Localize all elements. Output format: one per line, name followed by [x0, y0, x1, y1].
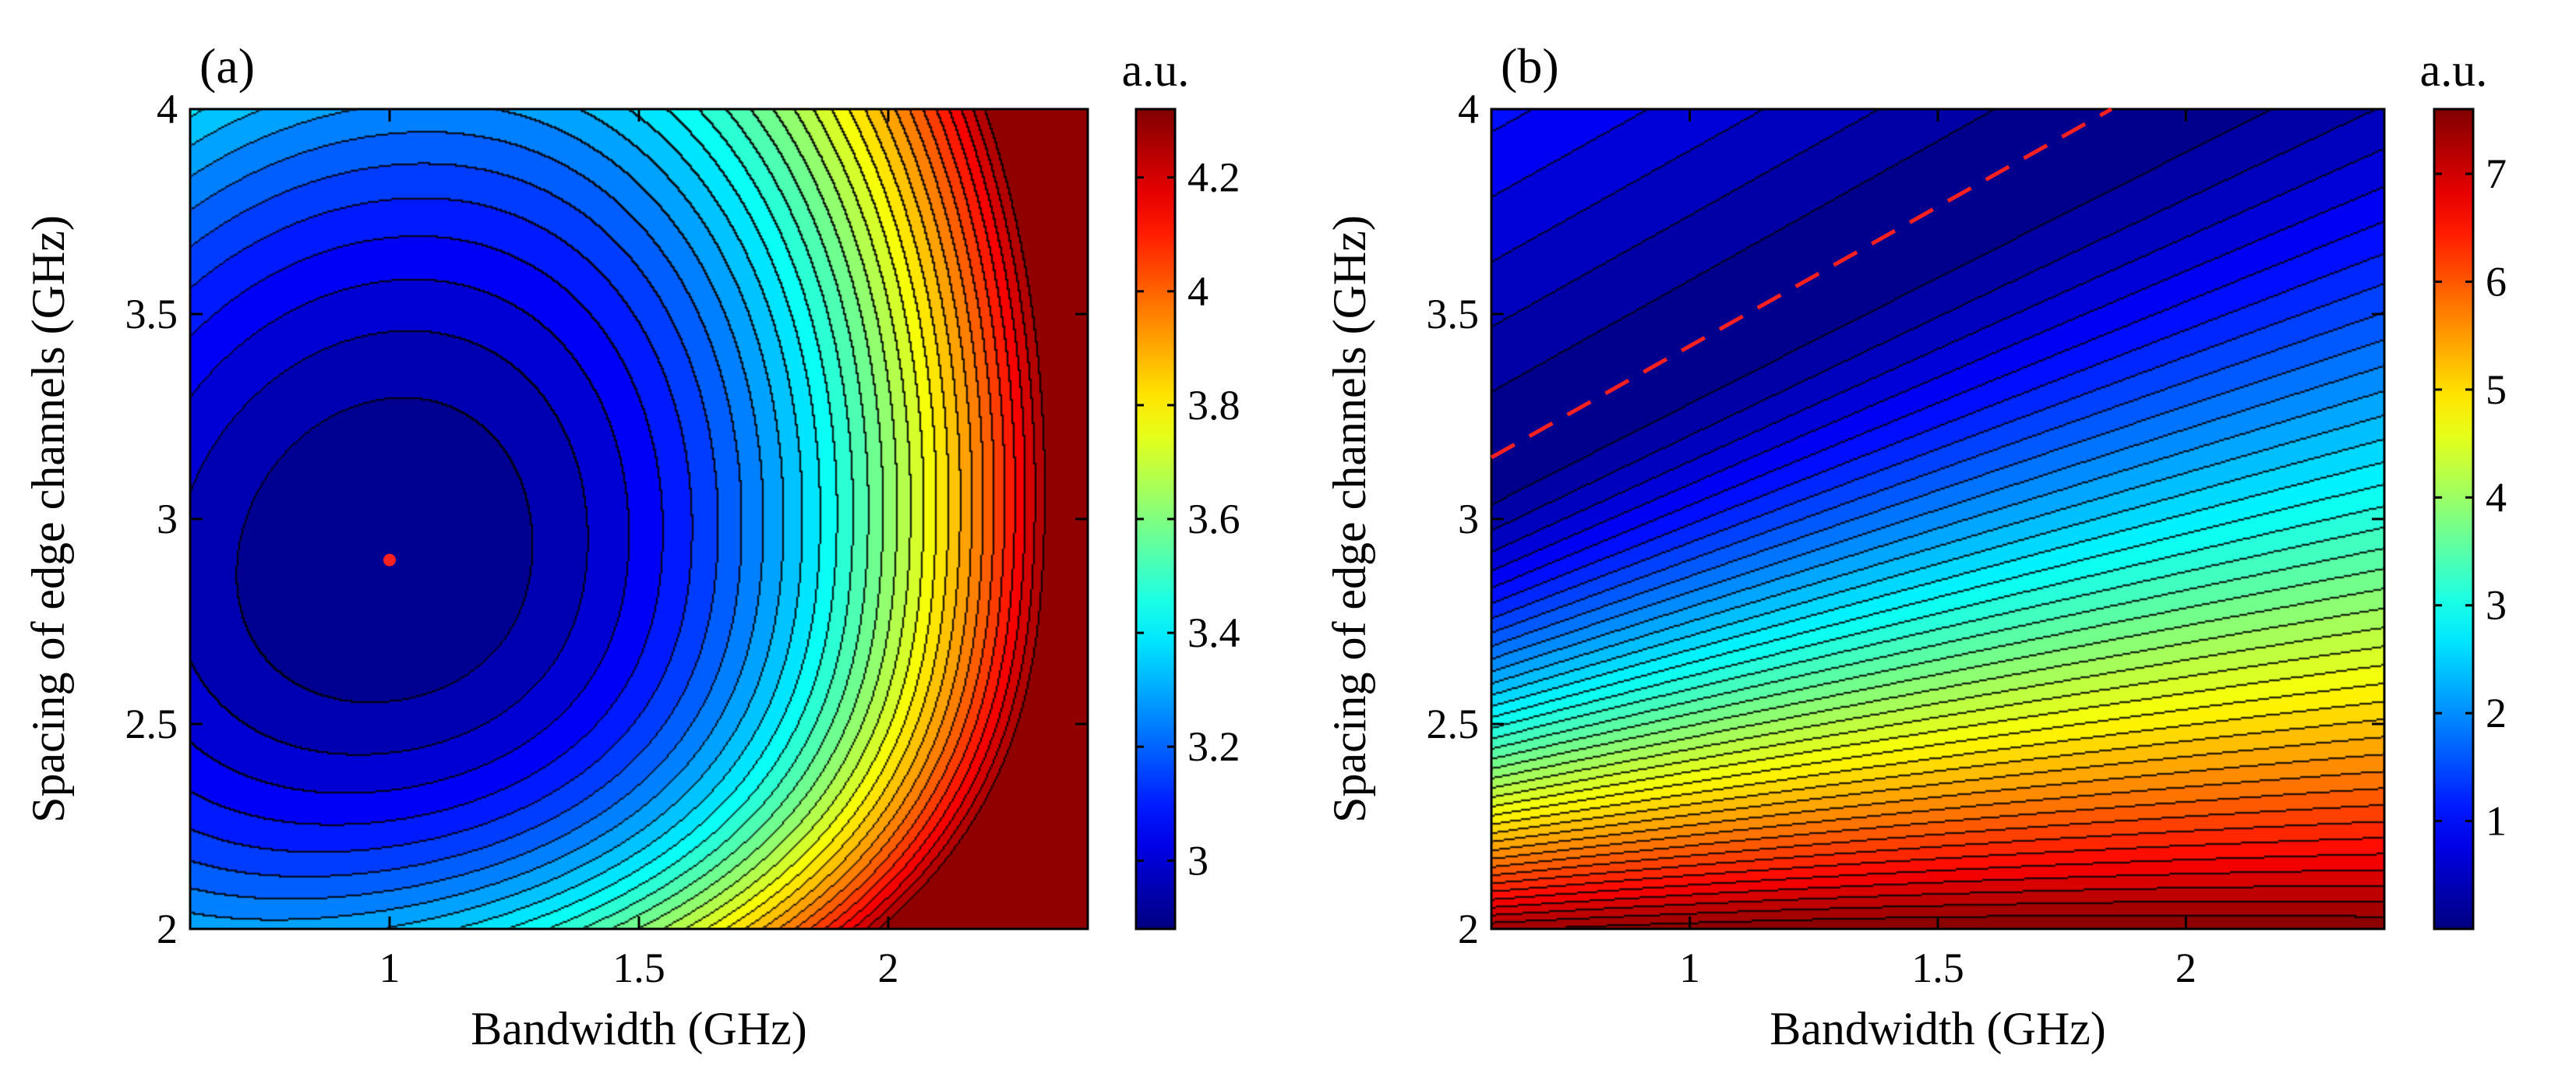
panel-a: 1 1.5 2 2 2.5 3 3.5 4 Bandwidth (GHz) Spacing of …	[23, 38, 1240, 1054]
x-tick-label: 2	[2175, 945, 2197, 991]
y-tick-label: 3	[157, 496, 178, 542]
colorbar-tick-label: 3	[1187, 837, 1209, 884]
colorbar-tick-label: 3.4	[1187, 609, 1240, 656]
y-tick-label: 4	[1458, 86, 1479, 132]
colorbar-tick-label: 5	[2486, 366, 2507, 413]
colorbar-tick-label: 6	[2486, 258, 2507, 305]
colorbar: 1 2 3 4 5 6 7 a.u.	[2420, 44, 2507, 930]
y-tick-label: 2.5	[125, 701, 178, 747]
colorbar-title: a.u.	[2420, 44, 2488, 96]
x-tick-label: 2	[878, 945, 899, 991]
colorbar-tick-label: 3.2	[1187, 723, 1240, 770]
colorbar-bar	[2433, 108, 2475, 930]
heatmap-image	[190, 109, 1088, 929]
optimum-marker	[383, 553, 396, 567]
colorbar-tick-label: 4.2	[1187, 154, 1240, 201]
colorbar-tick-label: 2	[2486, 690, 2507, 736]
colorbar: 3 3.2 3.4 3.6 3.8 4 4.2 a.u.	[1122, 44, 1240, 930]
y-axis-label: Spacing of edge channels (GHz)	[1324, 215, 1375, 823]
y-tick-label: 3	[1458, 496, 1479, 542]
x-tick-label: 1	[379, 945, 401, 991]
colorbar-tick-label: 1	[2486, 798, 2507, 845]
y-tick-label: 2.5	[1427, 701, 1480, 747]
colorbar-tick-label: 3	[2486, 582, 2507, 629]
y-tick-label: 3.5	[1427, 291, 1480, 337]
colorbar-tick-label: 4	[2486, 474, 2507, 521]
x-axis-label: Bandwidth (GHz)	[471, 1003, 807, 1054]
y-tick-label: 3.5	[125, 291, 178, 337]
panel-label: (a)	[199, 38, 255, 94]
heatmap-image	[1491, 109, 2384, 929]
x-axis-label: Bandwidth (GHz)	[1770, 1003, 2106, 1054]
colorbar-title: a.u.	[1122, 44, 1190, 96]
y-axis-label: Spacing of edge channels (GHz)	[23, 215, 74, 823]
colorbar-tick-label: 4	[1187, 268, 1209, 315]
x-tick-label: 1.5	[1911, 945, 1964, 991]
colorbar-tick-label: 3.8	[1187, 382, 1240, 429]
colorbar-tick-label: 7	[2486, 150, 2507, 197]
y-tick-label: 2	[157, 906, 178, 952]
y-tick-label: 2	[1458, 906, 1479, 952]
panel-label: (b)	[1501, 38, 1559, 94]
optimum-dashed-line	[1490, 107, 2113, 460]
colorbar-tick-label: 3.6	[1187, 496, 1240, 542]
x-tick-label: 1.5	[612, 945, 665, 991]
x-tick-label: 1	[1679, 945, 1700, 991]
y-tick-label: 4	[157, 86, 178, 132]
panel-b: 1 1.5 2 2 2.5 3 3.5 4 Bandwidth (GHz) Spacing of …	[1324, 38, 2507, 1054]
